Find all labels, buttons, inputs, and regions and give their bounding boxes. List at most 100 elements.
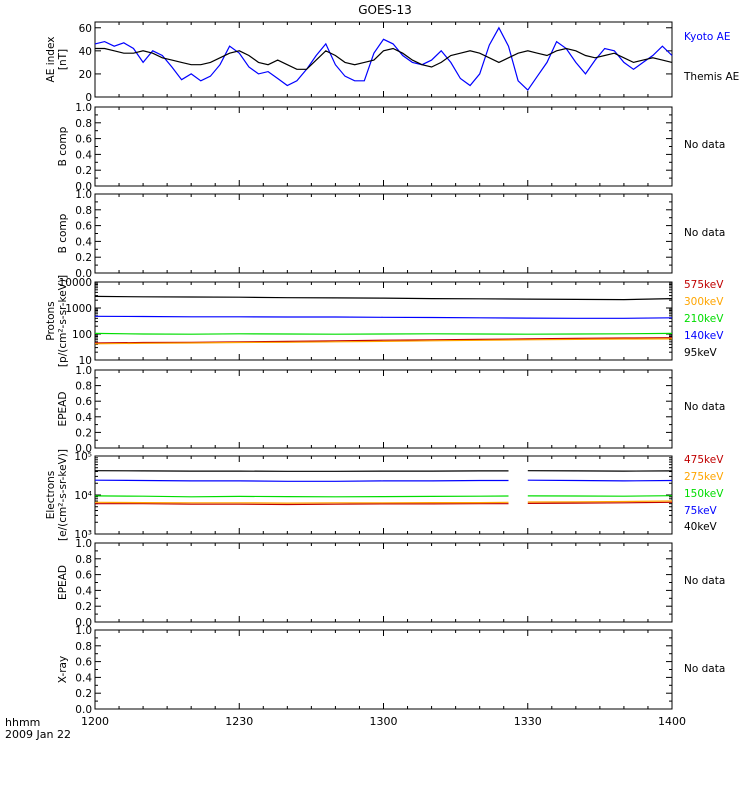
legend-label: 95keV (684, 347, 718, 359)
legend-label: 150keV (684, 488, 724, 500)
panel-x-ray: 0.0 0.2 0.4 0.6 0.8 1.0 X-ray No data (57, 625, 725, 716)
legend-label: 575keV (684, 279, 724, 291)
y-tick-label: 0.6 (75, 570, 92, 582)
y-axis-label: Protons (45, 301, 57, 340)
series-line-140kev (94, 315, 673, 319)
panel-frame (94, 21, 673, 98)
y-tick-label: 0.2 (75, 688, 92, 700)
panel-epead-2: 0.0 0.2 0.4 0.6 0.8 1.0 EPEAD No data (57, 538, 725, 629)
series-line-75kev (527, 479, 673, 482)
x-tick-label: 1400 (658, 715, 686, 728)
y-tick-label: 0.2 (75, 252, 92, 264)
y-tick-label: 0.2 (75, 165, 92, 177)
y-axis-label: X-ray (57, 656, 69, 683)
y-axis-label: EPEAD (57, 392, 69, 427)
chart-title: GOES-13 (358, 3, 412, 17)
y-tick-label: 1.0 (75, 625, 92, 637)
legend-label: Themis AE (683, 71, 739, 83)
series-line-150kev (94, 495, 509, 498)
date-label: 2009 Jan 22 (5, 728, 71, 741)
y-tick-label: 60 (79, 23, 92, 35)
y-tick-label: 0.8 (75, 381, 92, 393)
no-data-label: No data (684, 663, 725, 675)
no-data-label: No data (684, 575, 725, 587)
y-axis-label: [e/(cm²-s-sr-keV)] (57, 449, 69, 541)
panel-electrons: 10³ 10⁴ 10⁵ Electrons [e/(cm²-s-sr-keV)] 475k… (45, 449, 724, 541)
series-line-475kev (527, 501, 673, 504)
y-tick-label: 0 (85, 92, 92, 104)
series-line-210kev (94, 332, 673, 335)
panel-ae-index: 0 20 40 60 AE index [nT] Kyoto AE Themis AE (45, 21, 739, 104)
series-line-300kev (94, 338, 673, 345)
y-tick-label: 0.6 (75, 134, 92, 146)
y-tick-label: 20 (79, 69, 92, 81)
series-line-75kev (94, 479, 509, 482)
series-line-150kev (527, 495, 673, 497)
y-tick-label: 0.0 (75, 617, 92, 629)
no-data-label: No data (684, 139, 725, 151)
time-unit-label: hhmm (5, 716, 40, 729)
series-line-275kev (94, 501, 509, 504)
panel-frame (94, 106, 673, 187)
y-tick-label: 1.0 (75, 538, 92, 550)
x-tick-label: 1200 (81, 715, 109, 728)
y-tick-label: 0.8 (75, 118, 92, 130)
y-tick-label: 0.6 (75, 396, 92, 408)
series-line-575kev (94, 337, 673, 344)
x-tick-label: 1300 (370, 715, 398, 728)
y-tick-label: 100 (72, 329, 92, 341)
panel-b-comp-2: 0.0 0.2 0.4 0.6 0.8 1.0 B comp No data (57, 189, 725, 280)
legend-label: 475keV (684, 454, 724, 466)
y-tick-label: 0.6 (75, 221, 92, 233)
panel-frame (94, 542, 673, 623)
legend-label: 75keV (684, 505, 718, 517)
y-tick-label: 0.0 (75, 268, 92, 280)
y-tick-label: 0.0 (75, 704, 92, 716)
series-line-40kev (94, 470, 509, 472)
y-axis-label: EPEAD (57, 565, 69, 600)
panel-frame (94, 629, 673, 710)
y-tick-label: 10⁴ (74, 490, 92, 502)
series-line-275kev (527, 500, 673, 503)
y-tick-label: 40 (79, 46, 92, 58)
y-tick-label: 1000 (65, 303, 92, 315)
y-tick-label: 0.4 (75, 585, 92, 597)
legend-label: 275keV (684, 471, 724, 483)
legend-label: 300keV (684, 296, 724, 308)
y-tick-label: 0.4 (75, 412, 92, 424)
y-tick-label: 0.4 (75, 236, 92, 248)
series-line-95kev (94, 295, 673, 301)
y-tick-label: 0.2 (75, 427, 92, 439)
legend-label: 210keV (684, 313, 724, 325)
y-tick-label: 10000 (59, 277, 92, 289)
y-tick-label: 0.4 (75, 672, 92, 684)
y-tick-label: 0.0 (75, 443, 92, 455)
y-tick-label: 1.0 (75, 365, 92, 377)
no-data-label: No data (684, 401, 725, 413)
panel-frame (94, 455, 673, 535)
y-axis-label: [p/(cm²-s-sr-keV)] (57, 275, 69, 367)
panel-b-comp-1: 0.0 0.2 0.4 0.6 0.8 1.0 B comp No data (57, 102, 725, 193)
legend-label: Kyoto AE (684, 31, 730, 43)
y-tick-label: 0.0 (75, 181, 92, 193)
series-line-475kev (95, 503, 509, 506)
y-tick-label: 10⁵ (74, 451, 92, 463)
y-tick-label: 0.6 (75, 657, 92, 669)
y-tick-label: 10³ (74, 529, 92, 541)
legend-label: 40keV (684, 521, 718, 533)
y-axis-label: B comp (57, 126, 69, 166)
panel-epead-1: 0.0 0.2 0.4 0.6 0.8 1.0 EPEAD No data (57, 365, 725, 455)
y-tick-label: 1.0 (75, 102, 92, 114)
y-tick-label: 10 (79, 355, 92, 367)
x-tick-label: 1330 (514, 715, 542, 728)
panel-frame (94, 369, 673, 449)
y-axis-label: [nT] (57, 49, 69, 70)
y-axis-label: AE index (45, 37, 57, 83)
series-line-themis-ae (95, 47, 673, 70)
y-axis-label: Electrons (45, 471, 57, 520)
y-tick-label: 0.8 (75, 554, 92, 566)
y-tick-label: 0.2 (75, 601, 92, 613)
panel-frame (94, 193, 673, 274)
